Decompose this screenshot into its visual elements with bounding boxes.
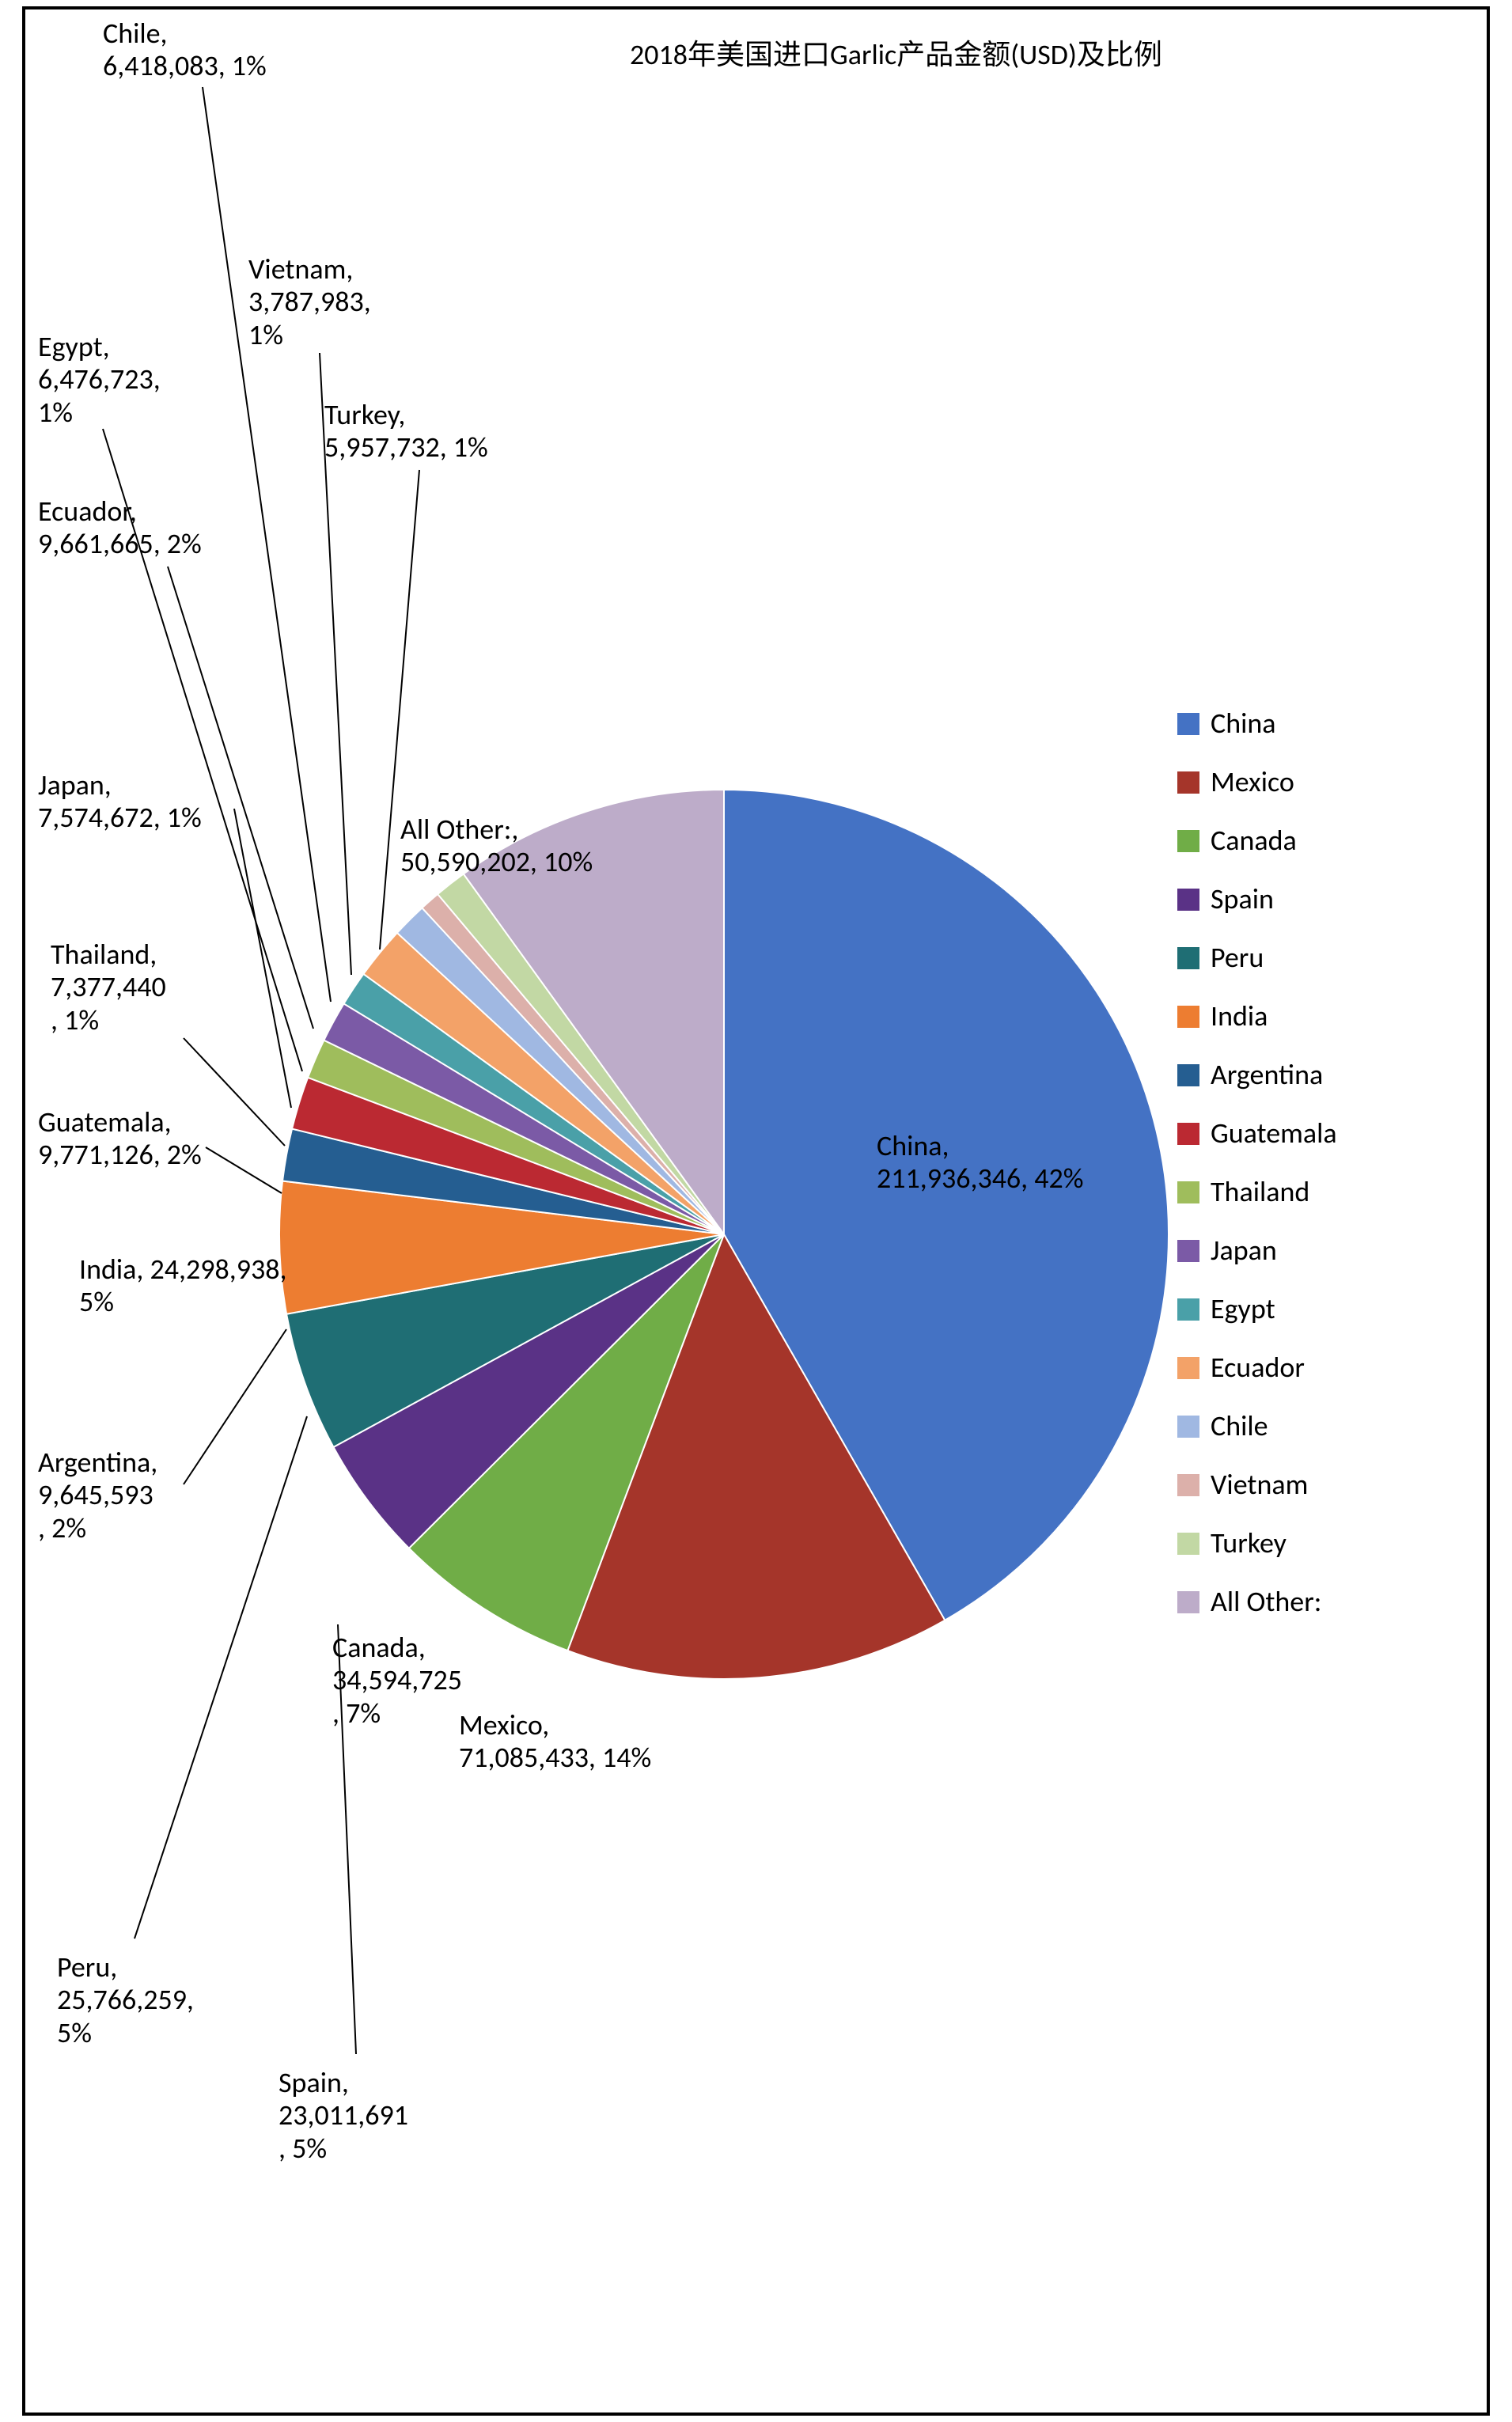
legend-marker [1177, 1240, 1199, 1262]
legend-marker [1177, 947, 1199, 969]
legend-item-argentina: Argentina [1177, 1046, 1337, 1105]
legend-item-vietnam: Vietnam [1177, 1456, 1337, 1514]
legend-label: Chile [1211, 1411, 1268, 1442]
page: 2018年美国进口Garlic产品金额(USD)及比例 China, 211,9… [0, 0, 1512, 2422]
legend-item-india: India [1177, 987, 1337, 1046]
data-label-egypt: Egypt, 6,476,723, 1% [38, 331, 161, 429]
legend-marker [1177, 1416, 1199, 1438]
legend-marker [1177, 1591, 1199, 1613]
legend-label: Guatemala [1211, 1118, 1337, 1150]
data-label-ecuador: Ecuador, 9,661,665, 2% [38, 495, 202, 561]
legend-item-chile: Chile [1177, 1397, 1337, 1456]
chart-title: 2018年美国进口Garlic产品金额(USD)及比例 [630, 32, 1162, 73]
legend-marker [1177, 1533, 1199, 1555]
legend-label: Japan [1211, 1235, 1277, 1267]
data-label-chile: Chile, 6,418,083, 1% [103, 17, 267, 83]
legend-marker [1177, 830, 1199, 852]
data-label-thailand: Thailand, 7,377,440 , 1% [51, 938, 166, 1037]
data-label-canada: Canada, 34,594,725 , 7% [332, 1632, 462, 1730]
legend-item-japan: Japan [1177, 1222, 1337, 1280]
legend: China Mexico Canada Spain Peru India Argentina… [1177, 695, 1337, 1632]
legend-label: Canada [1211, 825, 1297, 857]
legend-label: Spain [1211, 884, 1274, 915]
legend-label: China [1211, 708, 1276, 740]
legend-label: Thailand [1211, 1177, 1309, 1208]
legend-label: India [1211, 1001, 1268, 1033]
pie-chart [279, 790, 1169, 1679]
legend-item-egypt: Egypt [1177, 1280, 1337, 1339]
legend-item-canada: Canada [1177, 812, 1337, 870]
legend-marker [1177, 1181, 1199, 1203]
legend-marker [1177, 713, 1199, 735]
legend-label: Vietnam [1211, 1469, 1308, 1501]
legend-marker [1177, 1064, 1199, 1086]
legend-label: All Other: [1211, 1586, 1321, 1618]
legend-label: Egypt [1211, 1294, 1275, 1325]
legend-item-thailand: Thailand [1177, 1163, 1337, 1222]
data-label-vietnam: Vietnam, 3,787,983, 1% [248, 253, 371, 351]
legend-label: Mexico [1211, 767, 1294, 798]
legend-marker [1177, 1298, 1199, 1321]
legend-item-mexico: Mexico [1177, 753, 1337, 812]
legend-marker [1177, 1123, 1199, 1145]
data-label-mexico: Mexico, 71,085,433, 14% [459, 1709, 651, 1775]
legend-label: Peru [1211, 942, 1264, 974]
legend-label: Ecuador [1211, 1352, 1305, 1384]
legend-item-guatemala: Guatemala [1177, 1105, 1337, 1163]
data-label-guatemala: Guatemala, 9,771,126, 2% [38, 1106, 202, 1172]
legend-item-all-other-: All Other: [1177, 1573, 1337, 1632]
data-label-india: India, 24,298,938, 5% [79, 1253, 286, 1319]
legend-marker [1177, 1474, 1199, 1496]
legend-item-china: China [1177, 695, 1337, 753]
legend-marker [1177, 889, 1199, 911]
data-label-turkey: Turkey, 5,957,732, 1% [324, 399, 488, 464]
data-label-spain: Spain, 23,011,691 , 5% [279, 2067, 408, 2165]
data-label-all-other-: All Other:, 50,590,202, 10% [400, 813, 593, 879]
legend-item-peru: Peru [1177, 929, 1337, 987]
legend-marker [1177, 1357, 1199, 1379]
legend-label: Argentina [1211, 1059, 1323, 1091]
data-label-peru: Peru, 25,766,259, 5% [57, 1951, 194, 2049]
pie-svg [279, 790, 1169, 1679]
legend-item-spain: Spain [1177, 870, 1337, 929]
data-label-china: China, 211,936,346, 42% [877, 1130, 1084, 1196]
legend-item-ecuador: Ecuador [1177, 1339, 1337, 1397]
data-label-japan: Japan, 7,574,672, 1% [38, 769, 202, 835]
legend-marker [1177, 771, 1199, 794]
legend-label: Turkey [1211, 1528, 1287, 1560]
legend-item-turkey: Turkey [1177, 1514, 1337, 1573]
legend-marker [1177, 1006, 1199, 1028]
data-label-argentina: Argentina, 9,645,593 , 2% [38, 1446, 157, 1545]
